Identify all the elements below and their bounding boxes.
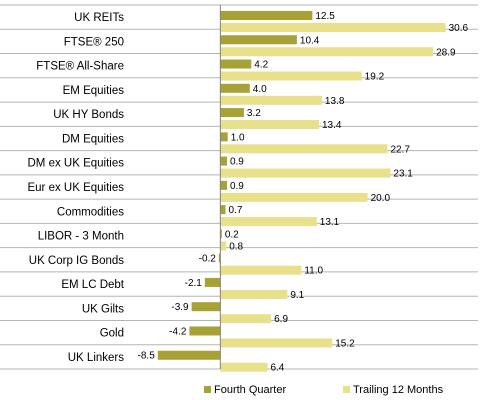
category-label: EM LC Debt (61, 279, 124, 291)
bar-trailing-12-months (220, 241, 227, 251)
category-label: UK Linkers (68, 352, 124, 364)
value-label: 1.0 (231, 132, 245, 143)
bar-fourth-quarter (220, 35, 297, 45)
category-label: FTSE® 250 (64, 36, 124, 48)
value-label: 4.2 (254, 60, 268, 71)
category-label: DM ex UK Equities (27, 158, 124, 170)
bar-fourth-quarter (204, 277, 221, 287)
bar-trailing-12-months (220, 168, 391, 178)
category-label: UK Gilts (82, 303, 124, 315)
category-label: DM Equities (62, 133, 124, 145)
bar-trailing-12-months (220, 192, 368, 202)
bar-fourth-quarter (220, 205, 226, 215)
value-label: 13.8 (325, 96, 345, 107)
bar-fourth-quarter (157, 350, 221, 360)
value-label: 6.4 (270, 363, 284, 374)
value-label: 30.6 (449, 23, 469, 34)
category-label: UK Corp IG Bonds (29, 255, 124, 267)
value-label: 13.4 (322, 120, 342, 131)
value-label: 10.4 (300, 35, 320, 46)
bar-fourth-quarter (220, 229, 222, 239)
category-label: LIBOR - 3 Month (38, 231, 124, 243)
category-label: Commodities (57, 206, 124, 218)
bar-trailing-12-months (220, 289, 288, 299)
bar-trailing-12-months (220, 217, 317, 227)
category-label: Eur ex UK Equities (27, 182, 124, 194)
bar-fourth-quarter (189, 326, 221, 336)
value-label: 9.1 (290, 290, 304, 301)
bar-trailing-12-months (220, 95, 322, 105)
category-label: UK HY Bonds (53, 109, 124, 121)
bar-fourth-quarter (218, 253, 221, 263)
value-label: 20.0 (371, 193, 391, 204)
legend-label-trailing-12-months: Trailing 12 Months (353, 384, 444, 396)
value-label: 28.9 (436, 47, 456, 58)
value-label: -3.9 (171, 302, 189, 313)
bar-trailing-12-months (220, 120, 319, 130)
value-label: 6.9 (274, 314, 288, 325)
bar-fourth-quarter (220, 108, 244, 118)
bar-trailing-12-months (220, 47, 434, 57)
value-label: 19.2 (365, 72, 385, 83)
value-label: 3.2 (247, 108, 261, 119)
bar-trailing-12-months (220, 338, 333, 348)
value-label: 0.9 (230, 181, 244, 192)
bar-fourth-quarter (220, 11, 313, 20)
value-label: 11.0 (304, 266, 323, 277)
bar-fourth-quarter (220, 132, 228, 142)
value-label: -4.2 (169, 326, 187, 337)
legend: Fourth Quarter Trailing 12 Months (204, 384, 444, 396)
value-label: 0.9 (230, 157, 244, 168)
value-label: 22.7 (390, 144, 410, 155)
value-label: 0.2 (225, 229, 239, 240)
bar-fourth-quarter (191, 302, 221, 312)
bar-fourth-quarter (220, 156, 227, 166)
bar-fourth-quarter (220, 180, 227, 190)
bar-trailing-12-months (220, 71, 362, 81)
bar-fourth-quarter (220, 83, 250, 93)
bar-trailing-12-months (220, 23, 446, 32)
legend-label-fourth-quarter: Fourth Quarter (214, 384, 286, 396)
bar-trailing-12-months (220, 362, 268, 372)
value-label: 15.2 (335, 338, 355, 349)
chart-bars: 12.5 30.6 10.4 28.9 4.2 19.2 4.0 13.8 3.2 13.4 1.0… (138, 11, 469, 374)
category-label: Gold (100, 328, 124, 340)
value-label: 0.7 (228, 205, 242, 216)
value-label: -2.1 (185, 278, 203, 289)
value-label: 4.0 (253, 84, 267, 95)
value-label: 12.5 (315, 11, 335, 22)
bar-trailing-12-months (220, 265, 302, 275)
bar-fourth-quarter (220, 59, 252, 69)
value-label: 23.1 (393, 169, 413, 180)
category-label: FTSE® All-Share (36, 61, 124, 73)
bar-trailing-12-months (220, 144, 388, 154)
value-label: 13.1 (320, 217, 340, 228)
value-label: 0.8 (229, 241, 243, 252)
value-label: -8.5 (138, 351, 156, 362)
legend-swatch-fourth-quarter (204, 386, 211, 393)
value-label: -0.2 (199, 254, 217, 265)
category-label: UK REITs (74, 12, 124, 24)
bar-trailing-12-months (220, 314, 272, 324)
legend-swatch-trailing-12-months (343, 386, 350, 393)
category-label: EM Equities (63, 85, 125, 97)
